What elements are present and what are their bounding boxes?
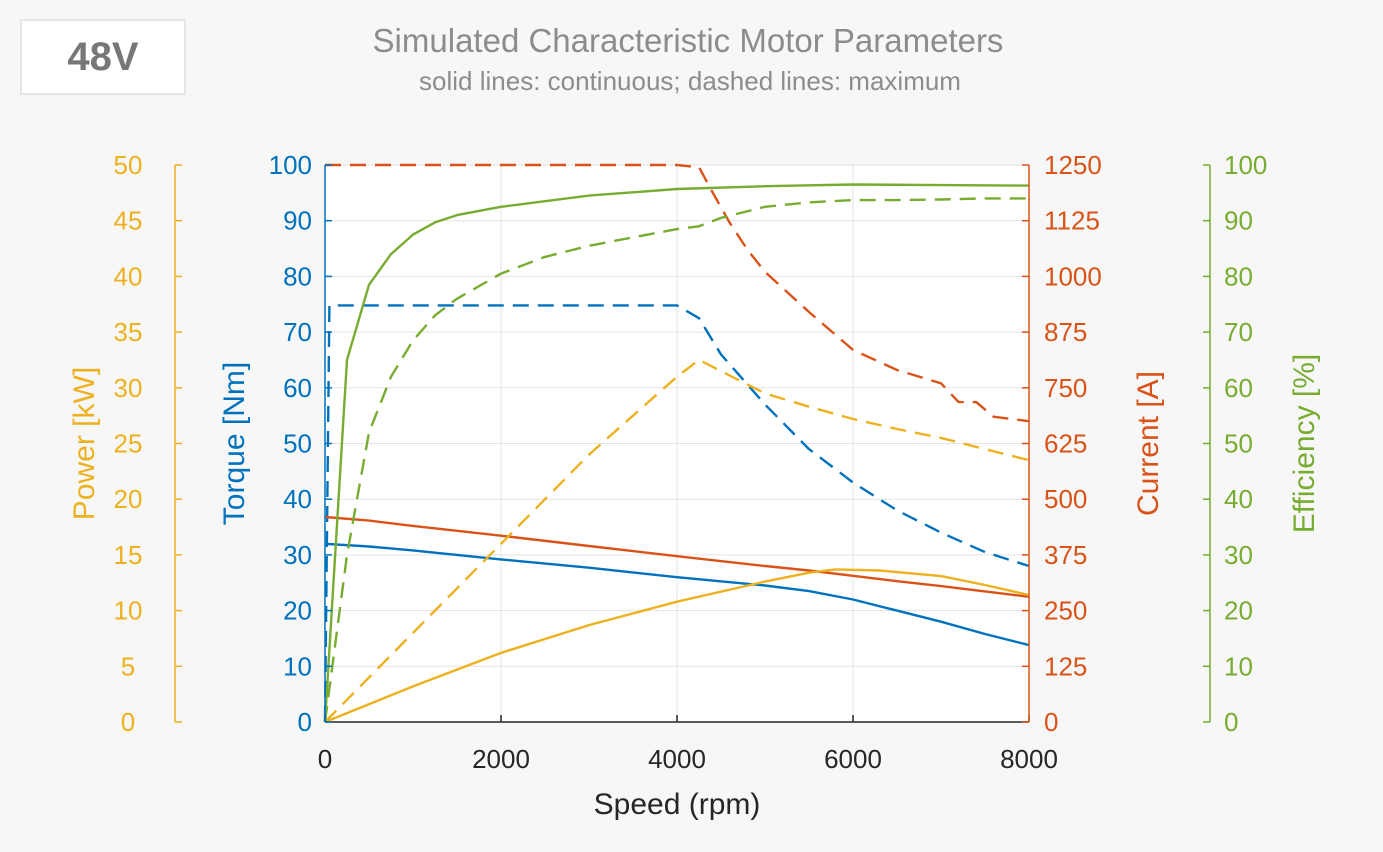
series-line-efficiency-solid	[323, 183, 1030, 723]
torque-tick-label: 40	[283, 484, 312, 514]
torque-tick-label: 20	[283, 596, 312, 626]
current-tick-label: 1000	[1044, 261, 1102, 291]
power-tick-label: 30	[114, 373, 143, 403]
series-line-current-solid	[324, 515, 1030, 598]
power-tick-label: 25	[114, 429, 143, 459]
series-line-torque-dashed	[323, 304, 1030, 723]
power-tick-label: 35	[114, 317, 143, 347]
current-tick-label: 125	[1044, 651, 1087, 681]
power-tick-label: 10	[114, 596, 143, 626]
current-tick-label: 625	[1044, 429, 1087, 459]
power-axis-label: Power [kW]	[68, 367, 101, 520]
power-tick-label: 50	[114, 150, 143, 180]
current-tick-label: 1250	[1044, 150, 1102, 180]
torque-tick-label: 90	[283, 206, 312, 236]
power-tick-label: 5	[121, 651, 135, 681]
voltage-badge: 48V	[20, 19, 186, 95]
series-line-torque-solid	[324, 542, 1030, 647]
current-tick-label: 250	[1044, 596, 1087, 626]
efficiency-tick-label: 100	[1224, 150, 1267, 180]
chart-title: Simulated Characteristic Motor Parameter…	[373, 22, 1004, 59]
x-tick-label: 2000	[472, 744, 530, 774]
power-tick-label: 15	[114, 540, 143, 570]
current-axis-label: Current [A]	[1132, 371, 1165, 516]
efficiency-tick-label: 60	[1224, 373, 1253, 403]
torque-tick-label: 10	[283, 651, 312, 681]
current-tick-label: 750	[1044, 373, 1087, 403]
series-line-power-solid	[324, 568, 1030, 724]
chart-subtitle: solid lines: continuous; dashed lines: m…	[419, 66, 961, 96]
efficiency-tick-label: 40	[1224, 484, 1253, 514]
power-tick-label: 20	[114, 484, 143, 514]
series-line-current-dashed	[325, 163, 1030, 423]
x-tick-label: 6000	[824, 744, 882, 774]
power-tick-label: 45	[114, 206, 143, 236]
efficiency-tick-label: 80	[1224, 261, 1253, 291]
x-tick-label: 4000	[648, 744, 706, 774]
torque-tick-label: 70	[283, 317, 312, 347]
power-tick-label: 40	[114, 261, 143, 291]
x-tick-label: 8000	[1000, 744, 1058, 774]
efficiency-tick-label: 10	[1224, 651, 1253, 681]
efficiency-tick-label: 70	[1224, 317, 1253, 347]
torque-tick-label: 60	[283, 373, 312, 403]
power-tick-label: 0	[121, 707, 135, 737]
efficiency-tick-label: 30	[1224, 540, 1253, 570]
torque-tick-label: 50	[283, 429, 312, 459]
torque-tick-label: 30	[283, 540, 312, 570]
current-tick-label: 375	[1044, 540, 1087, 570]
efficiency-tick-label: 0	[1224, 707, 1238, 737]
efficiency-tick-label: 90	[1224, 206, 1253, 236]
x-axis-label: Speed (rpm)	[594, 788, 761, 821]
torque-tick-label: 80	[283, 261, 312, 291]
torque-tick-label: 0	[298, 707, 312, 737]
current-tick-label: 1125	[1044, 206, 1100, 236]
torque-tick-label: 100	[269, 150, 312, 180]
torque-axis-label: Torque [Nm]	[218, 362, 251, 525]
current-tick-label: 0	[1044, 707, 1058, 737]
current-tick-label: 500	[1044, 484, 1087, 514]
efficiency-tick-label: 50	[1224, 429, 1253, 459]
efficiency-tick-label: 20	[1224, 596, 1253, 626]
x-tick-label: 0	[318, 744, 332, 774]
current-tick-label: 875	[1044, 317, 1087, 347]
efficiency-axis-label: Efficiency [%]	[1288, 354, 1321, 534]
